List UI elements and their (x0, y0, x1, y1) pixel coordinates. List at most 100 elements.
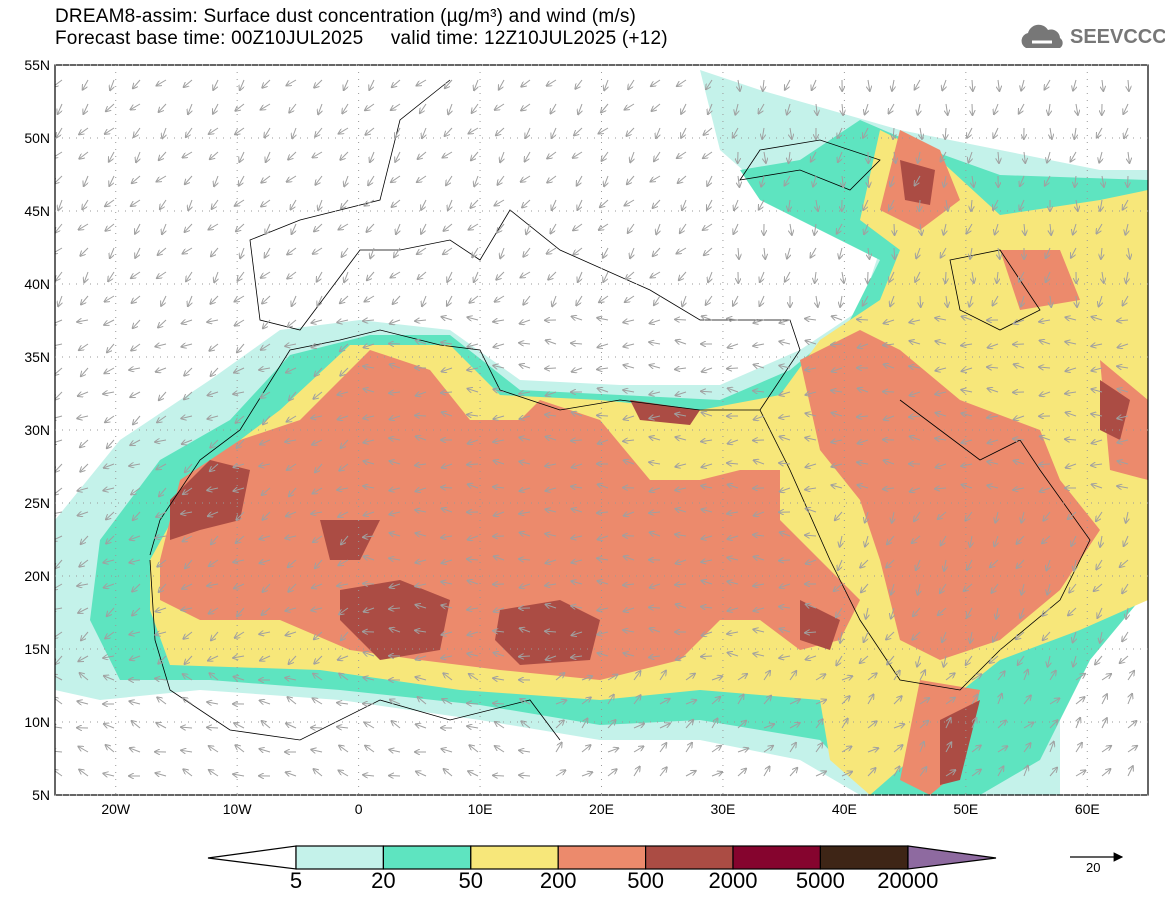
wind-arrow (266, 151, 271, 162)
wind-arrow (521, 721, 531, 729)
wind-arrow (651, 103, 661, 111)
wind-arrow (209, 673, 219, 681)
wind-arrow (571, 581, 583, 584)
wind-arrow (183, 151, 193, 158)
wind-arrow (1021, 511, 1024, 523)
wind-arrow (1050, 295, 1051, 307)
wind-arrow (599, 223, 609, 230)
wind-arrow (209, 770, 219, 777)
wind-arrow (338, 223, 349, 230)
wind-arrow (555, 743, 562, 753)
wind-arrow (1091, 464, 1103, 465)
wind-arrow (1091, 317, 1103, 320)
wind-arrow (236, 439, 245, 448)
wind-arrow (995, 511, 998, 523)
wind-arrow (55, 271, 63, 281)
wind-arrow (340, 367, 349, 376)
wind-arrow (733, 295, 739, 306)
wind-arrow (868, 247, 869, 259)
wind-arrow (1092, 484, 1103, 488)
wind-arrow (920, 127, 922, 139)
wind-arrow (940, 583, 947, 593)
wind-arrow (867, 673, 877, 681)
wind-arrow (239, 151, 245, 162)
wind-arrow (415, 415, 427, 416)
wind-arrow (1047, 583, 1050, 595)
wind-arrow (707, 199, 713, 210)
wind-arrow (628, 223, 635, 233)
wind-arrow (763, 79, 764, 91)
wind-arrow (237, 343, 245, 352)
wind-arrow (1126, 607, 1128, 619)
wind-arrow (711, 676, 722, 680)
wind-arrow (1065, 392, 1077, 394)
wind-arrow (496, 127, 505, 135)
wind-arrow (389, 438, 401, 440)
wind-arrow (1042, 607, 1051, 616)
wind-arrow (390, 320, 401, 324)
wind-arrow (313, 247, 323, 254)
wind-arrow (727, 463, 739, 464)
wind-arrow (391, 721, 401, 729)
wind-arrow (259, 749, 271, 752)
wind-arrow (675, 584, 687, 585)
wind-arrow (1102, 271, 1104, 283)
wind-arrow (395, 151, 401, 162)
wind-arrow (685, 720, 693, 729)
lat-label: 30N (24, 422, 50, 438)
wind-arrow (188, 199, 192, 210)
wind-arrow (469, 745, 479, 753)
wind-arrow (285, 608, 297, 611)
wind-arrow (633, 671, 640, 681)
wind-arrow (157, 79, 167, 86)
wind-arrow (841, 696, 850, 705)
wind-arrow (158, 655, 167, 664)
wind-arrow (1065, 342, 1077, 344)
wind-arrow (471, 151, 479, 160)
wind-arrow (156, 368, 167, 372)
wind-arrow (292, 127, 296, 138)
wind-arrow (597, 415, 609, 416)
wind-arrow (623, 440, 635, 441)
wind-arrow (389, 392, 401, 393)
wind-arrow (78, 747, 89, 753)
wind-arrow (626, 271, 635, 279)
wind-arrow (129, 632, 141, 635)
wind-arrow (311, 750, 323, 752)
wind-arrow (1117, 440, 1129, 443)
wind-arrow (261, 199, 271, 206)
wind-arrow (1023, 743, 1031, 753)
wind-arrow (210, 463, 219, 471)
wind-arrow (209, 746, 219, 753)
wind-arrow (573, 151, 583, 158)
wind-arrow (865, 535, 868, 547)
wind-arrow (867, 694, 874, 705)
wind-arrow (240, 79, 245, 90)
wind-arrow (753, 535, 765, 536)
wind-arrow (991, 583, 999, 593)
wind-arrow (545, 584, 557, 586)
wind-arrow (702, 412, 713, 416)
wind-arrow (317, 295, 323, 306)
wind-arrow (651, 79, 661, 86)
wind-arrow (763, 766, 770, 777)
wind-arrow (571, 656, 583, 657)
wind-arrow (416, 340, 427, 344)
wind-arrow (368, 175, 375, 185)
wind-arrow (469, 295, 479, 303)
wind-arrow (132, 175, 141, 183)
wind-arrow (555, 673, 564, 681)
wind-arrow (155, 632, 167, 635)
wind-arrow (1120, 655, 1129, 663)
wind-arrow (286, 511, 297, 516)
wind-arrow (841, 772, 852, 777)
wind-arrow (633, 746, 643, 753)
wind-arrow (367, 271, 375, 280)
wind-arrow (365, 722, 375, 729)
wind-arrow (1049, 671, 1056, 681)
wind-arrow (839, 247, 842, 259)
wind-arrow (1014, 364, 1025, 368)
wind-arrow (1117, 366, 1129, 368)
wind-arrow (753, 391, 765, 392)
wind-arrow (78, 512, 89, 516)
